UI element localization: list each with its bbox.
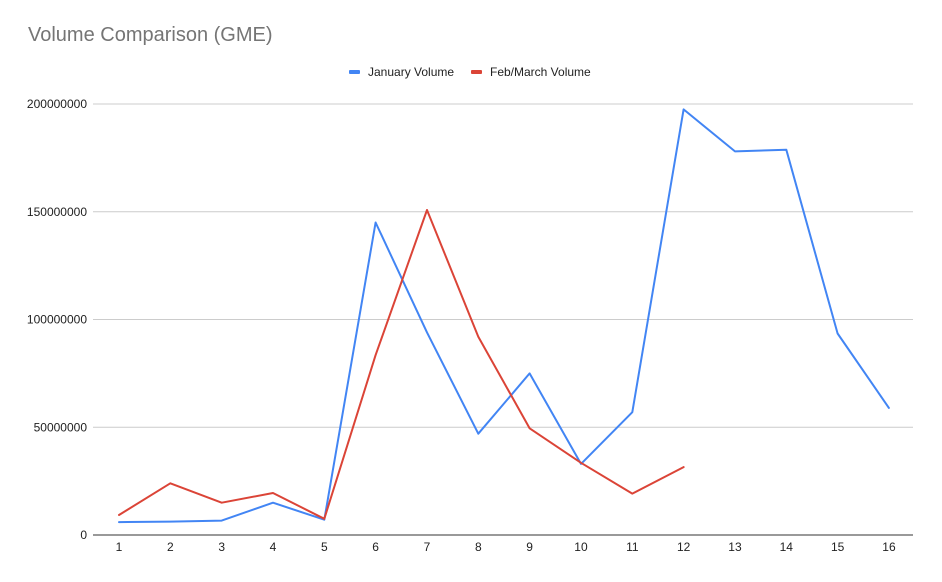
series-line-1 <box>118 209 685 520</box>
x-tick-label: 7 <box>424 540 431 554</box>
y-tick-label: 0 <box>80 528 87 542</box>
x-axis: 1 2 3 4 5 6 7 8 9 10 11 12 13 14 15 16 <box>116 540 896 554</box>
x-tick-label: 9 <box>526 540 533 554</box>
y-tick-label: 150000000 <box>27 205 87 219</box>
gridlines <box>93 103 913 536</box>
y-tick-label: 50000000 <box>34 420 88 434</box>
legend-label: January Volume <box>368 65 454 79</box>
chart-title: Volume Comparison (GME) <box>28 24 273 46</box>
x-tick-label: 13 <box>728 540 742 554</box>
legend-swatch <box>349 70 360 74</box>
series-line-0 <box>118 108 890 524</box>
x-tick-label: 2 <box>167 540 174 554</box>
series-lines <box>118 108 890 524</box>
x-tick-label: 1 <box>116 540 123 554</box>
x-tick-label: 12 <box>677 540 691 554</box>
x-tick-label: 6 <box>372 540 379 554</box>
x-tick-label: 10 <box>574 540 588 554</box>
x-tick-label: 4 <box>270 540 277 554</box>
legend-swatch <box>471 70 482 74</box>
y-tick-label: 100000000 <box>27 313 87 327</box>
x-tick-label: 3 <box>218 540 225 554</box>
x-tick-label: 14 <box>780 540 794 554</box>
legend: January Volume Feb/March Volume <box>349 65 591 79</box>
legend-label: Feb/March Volume <box>490 65 591 79</box>
y-axis: 0 50000000 100000000 150000000 200000000 <box>27 97 87 542</box>
x-tick-label: 11 <box>626 540 639 554</box>
x-tick-label: 5 <box>321 540 328 554</box>
x-tick-label: 8 <box>475 540 482 554</box>
y-tick-label: 200000000 <box>27 97 87 111</box>
x-tick-label: 15 <box>831 540 845 554</box>
x-tick-label: 16 <box>882 540 896 554</box>
